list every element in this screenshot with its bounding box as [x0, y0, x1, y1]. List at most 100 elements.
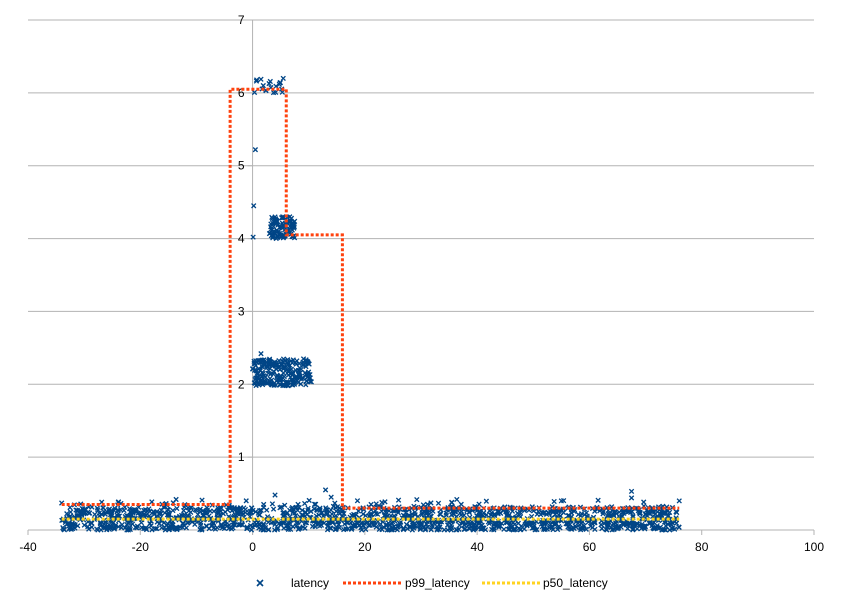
latency-point	[192, 521, 198, 528]
latency-point	[286, 365, 292, 372]
latency-point	[102, 511, 108, 517]
latency-point	[578, 511, 585, 517]
latency-point	[134, 523, 141, 529]
latency-point	[403, 521, 410, 528]
latency-point	[295, 501, 301, 508]
latency-point	[282, 368, 289, 374]
latency-point	[663, 510, 669, 516]
latency-point	[111, 524, 118, 531]
latency-point	[175, 525, 181, 531]
latency-point	[257, 357, 263, 364]
latency-point	[302, 509, 309, 515]
gridlines	[28, 19, 814, 458]
latency-point	[244, 524, 250, 530]
latency-point	[292, 510, 298, 516]
latency-point	[72, 522, 78, 528]
latency-point	[414, 496, 420, 503]
latency-point	[435, 500, 442, 506]
latency-point	[256, 512, 262, 518]
latency-point	[92, 511, 98, 518]
legend-label-latency: latency	[291, 576, 329, 590]
latency-point	[351, 511, 357, 518]
latency-point	[270, 235, 276, 241]
latency-point	[323, 505, 329, 511]
latency-point	[475, 525, 481, 531]
latency-point	[466, 525, 472, 531]
latency-point	[115, 524, 122, 530]
latency-point	[173, 525, 180, 531]
latency-point	[269, 501, 276, 507]
latency-point	[289, 227, 295, 233]
y-tick-label: 7	[238, 13, 245, 27]
latency-point	[254, 370, 260, 376]
latency-point	[333, 524, 340, 530]
latency-point	[282, 502, 288, 508]
latency-point	[269, 360, 276, 366]
latency-point	[628, 495, 635, 501]
latency-point	[60, 526, 67, 532]
latency-point	[604, 522, 611, 528]
latency-point	[365, 522, 372, 529]
latency-point	[315, 521, 322, 528]
latency-point	[309, 523, 316, 530]
latency-point	[381, 512, 387, 519]
latency-point	[230, 525, 236, 531]
latency-point	[384, 527, 391, 533]
latency-point	[592, 508, 598, 514]
latency-point	[615, 524, 621, 530]
legend-label-p99-latency: p99_latency	[405, 576, 470, 590]
latency-point	[71, 521, 77, 527]
latency-point	[195, 511, 201, 518]
latency-point	[293, 367, 299, 374]
latency-point	[220, 510, 226, 517]
latency-point	[302, 500, 308, 507]
latency-point	[397, 520, 403, 527]
latency-point	[232, 522, 238, 528]
latency-point	[476, 501, 482, 507]
latency-point	[507, 519, 513, 526]
latency-point	[101, 509, 107, 515]
latency-point	[273, 217, 279, 223]
latency-point	[98, 527, 104, 533]
latency-point	[157, 509, 163, 515]
latency-point	[527, 520, 533, 526]
latency-point	[386, 527, 392, 533]
latency-point	[280, 356, 287, 362]
latency-point	[289, 369, 296, 376]
latency-point	[128, 511, 135, 518]
latency-point	[81, 522, 88, 528]
latency-point	[295, 371, 302, 378]
latency-point	[377, 522, 383, 529]
latency-point	[303, 382, 309, 388]
latency-point	[509, 524, 515, 530]
latency-point	[489, 526, 495, 533]
latency-point	[571, 525, 577, 532]
latency-point	[358, 525, 364, 531]
latency-point	[483, 512, 490, 518]
latency-point	[281, 364, 287, 370]
latency-point	[401, 526, 407, 532]
latency-point	[146, 506, 152, 512]
latency-point	[277, 505, 283, 511]
latency-point	[576, 522, 583, 528]
latency-point	[94, 505, 100, 511]
latency-point	[276, 225, 283, 231]
latency-point	[148, 523, 154, 529]
latency-point	[669, 525, 675, 531]
latency-point	[114, 512, 120, 518]
latency-point	[481, 525, 487, 531]
latency-point	[448, 522, 454, 528]
latency-point	[360, 511, 366, 517]
latency-point	[551, 498, 557, 505]
latency-point	[604, 527, 610, 533]
latency-point	[146, 513, 152, 519]
latency-point	[501, 526, 507, 532]
latency-point	[419, 511, 425, 518]
latency-point	[496, 524, 502, 530]
latency-point	[456, 522, 463, 528]
latency-point	[289, 360, 296, 366]
y-tick-label: 1	[238, 450, 245, 464]
latency-point	[275, 222, 281, 228]
latency-point	[127, 525, 133, 531]
latency-point	[265, 380, 271, 386]
